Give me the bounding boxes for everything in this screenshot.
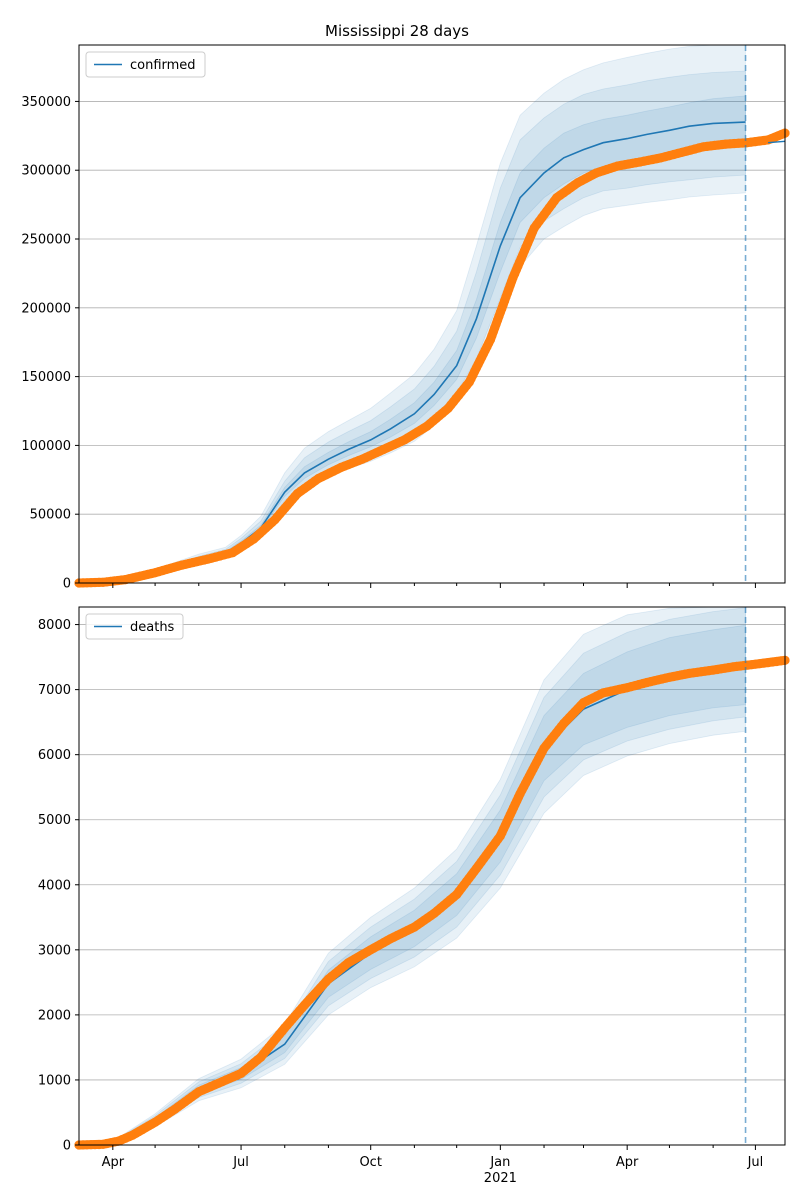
x-tick-label: Oct (359, 1155, 381, 1170)
y-tick-label: 0 (63, 577, 71, 592)
chart-title: Mississippi 28 days (325, 22, 469, 40)
y-tick-label: 2000 (38, 1008, 71, 1023)
y-tick-label: 5000 (38, 813, 71, 828)
legend: deaths (85, 613, 184, 640)
y-tick-label: 250000 (21, 233, 71, 248)
legend-label: deaths (130, 620, 175, 635)
x-tick-label: Jan (489, 1155, 510, 1170)
y-tick-label: 350000 (21, 95, 71, 110)
y-tick-label: 150000 (21, 370, 71, 385)
y-tick-label: 300000 (21, 164, 71, 179)
x-tick-label: Jul (747, 1155, 764, 1170)
deaths-panel: 0 1000 2000 3000 4000 5000 6000 7000 8000 Apr Jul O… (38, 606, 790, 1186)
y-tick-label: 200000 (21, 301, 71, 316)
y-tick-label: 1000 (38, 1073, 71, 1088)
y-tick-label: 3000 (38, 943, 71, 958)
legend: confirmed (85, 51, 206, 78)
y-tick-label: 7000 (38, 683, 71, 698)
trailing-line (768, 140, 786, 144)
y-tick-label: 6000 (38, 748, 71, 763)
x-tick-label: Apr (616, 1155, 639, 1170)
y-tick-label: 100000 (21, 439, 71, 454)
y-tick-label: 50000 (30, 508, 71, 523)
y-tick-label: 4000 (38, 878, 71, 893)
axes-frame (78, 606, 786, 1146)
legend-box (85, 613, 184, 640)
x-tick-label: Jul (232, 1155, 249, 1170)
axes-frame (78, 44, 786, 584)
legend-box (85, 51, 206, 78)
legend-label: confirmed (130, 58, 196, 73)
y-tick-label: 0 (63, 1139, 71, 1154)
x-tick-label: Apr (102, 1155, 125, 1170)
confirmed-panel: 0 50000 100000 150000 200000 250000 300000 3500… (21, 44, 790, 592)
y-tick-label: 8000 (38, 618, 71, 633)
x-year-label: 2021 (484, 1171, 517, 1186)
